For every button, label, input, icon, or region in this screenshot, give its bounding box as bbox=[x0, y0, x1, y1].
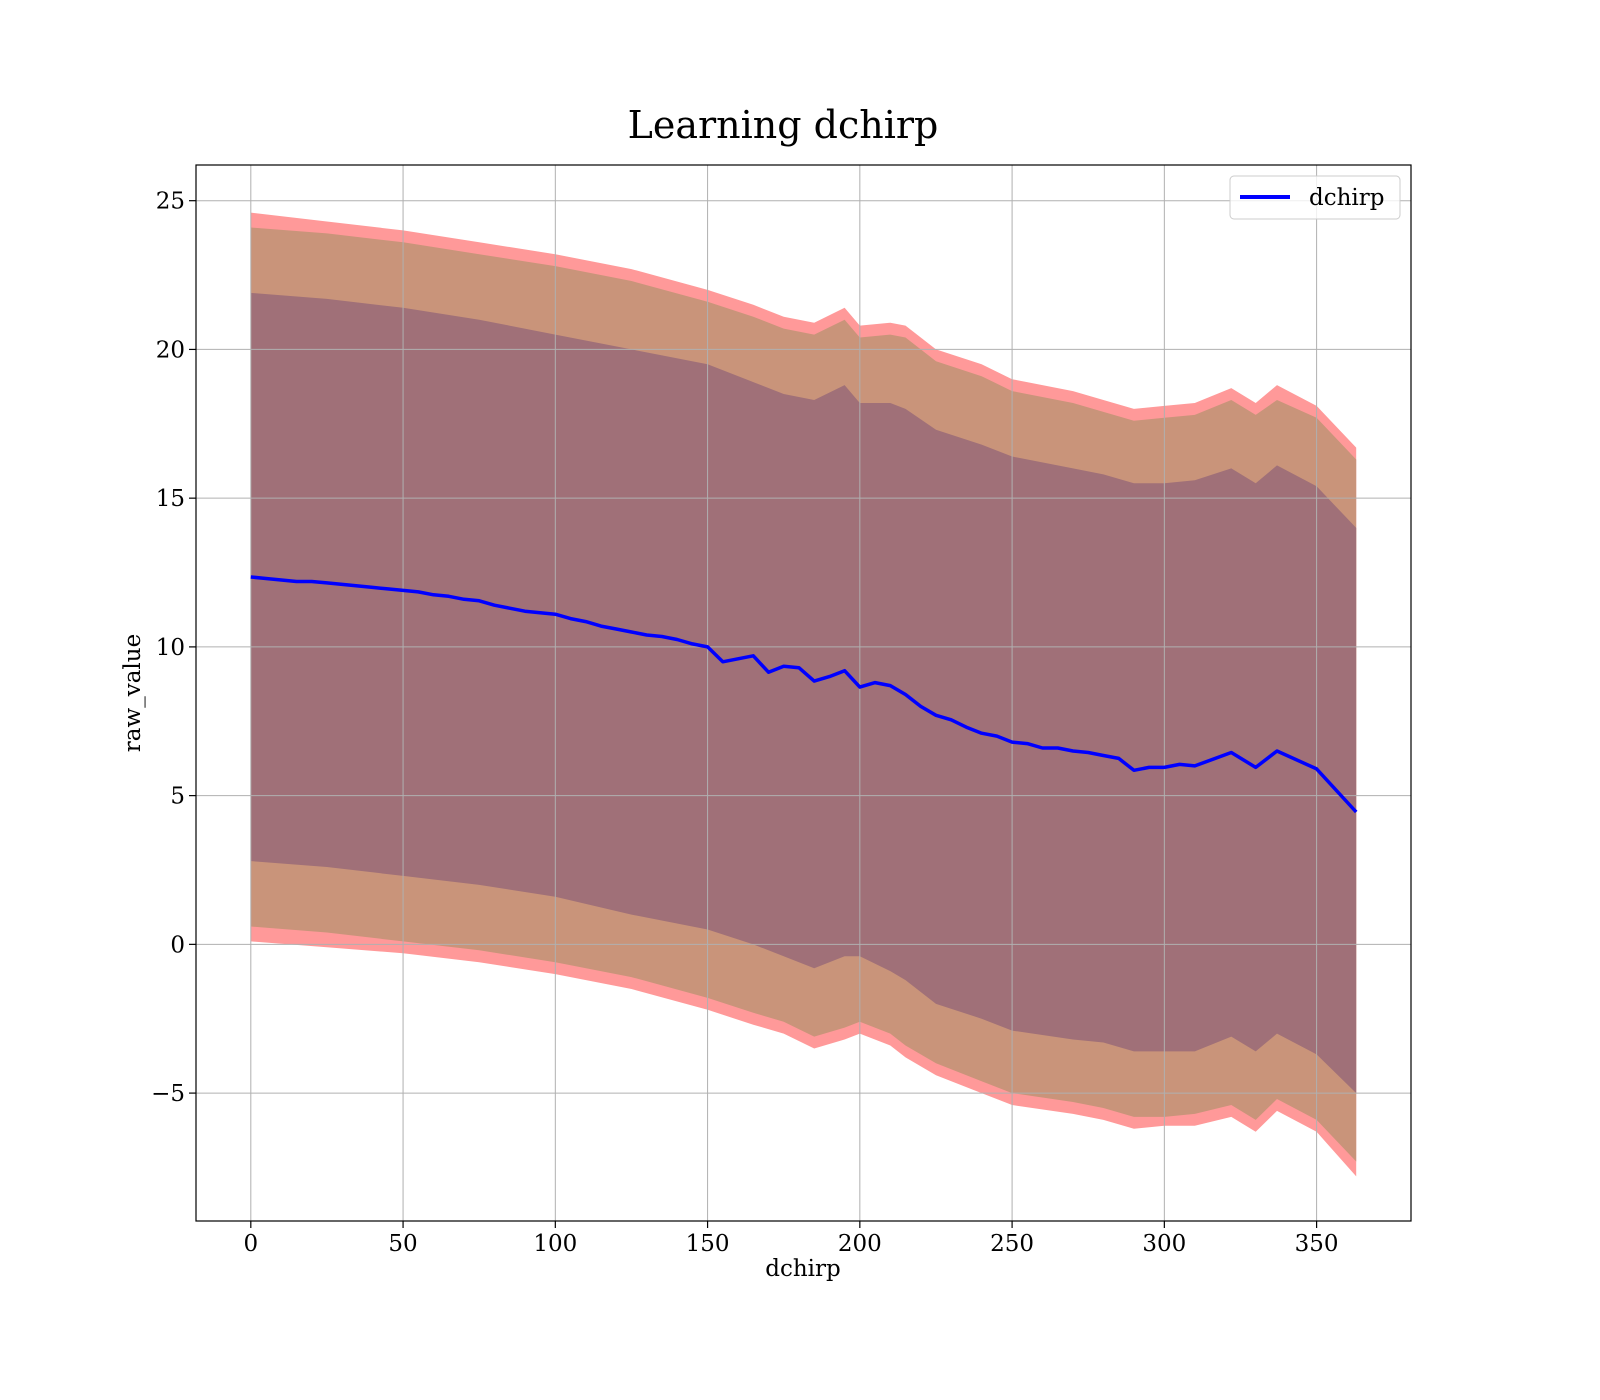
y-axis-label: raw_value bbox=[120, 634, 146, 752]
plot-frame bbox=[195, 164, 1412, 1222]
y-tick-label: 20 bbox=[156, 337, 185, 363]
x-tick-label: 300 bbox=[1142, 1231, 1186, 1257]
chart-title: Learning dchirp bbox=[628, 103, 939, 147]
x-axis-ticks: 0 50 100 150 200 250 300 350 bbox=[243, 1221, 1339, 1257]
x-tick-label: 100 bbox=[533, 1231, 577, 1257]
y-tick-label: 0 bbox=[170, 932, 185, 958]
legend-label: dchirp bbox=[1309, 185, 1385, 211]
legend-box bbox=[1229, 175, 1401, 220]
y-tick-label: 5 bbox=[170, 784, 185, 810]
x-tick-label: 150 bbox=[686, 1231, 730, 1257]
x-tick-label: 0 bbox=[243, 1231, 258, 1257]
y-tick-label: 15 bbox=[156, 486, 185, 512]
x-axis-label: dchirp bbox=[765, 1256, 841, 1282]
x-tick-label: 350 bbox=[1295, 1231, 1339, 1257]
x-tick-label: 250 bbox=[990, 1231, 1034, 1257]
confidence-bands bbox=[250, 212, 1357, 1177]
series-line-dchirp bbox=[250, 575, 1358, 814]
y-tick-label: 10 bbox=[156, 635, 185, 661]
x-tick-label: 200 bbox=[838, 1231, 882, 1257]
band-inner bbox=[250, 292, 1357, 1094]
y-axis-ticks: −5 0 5 10 15 20 25 bbox=[151, 189, 196, 1107]
y-tick-label: −5 bbox=[151, 1081, 185, 1107]
grid-lines bbox=[196, 165, 1411, 1221]
y-tick-label: 25 bbox=[156, 189, 185, 215]
legend: dchirp bbox=[1229, 175, 1401, 220]
x-tick-label: 50 bbox=[388, 1231, 417, 1257]
series-lines bbox=[250, 575, 1358, 814]
